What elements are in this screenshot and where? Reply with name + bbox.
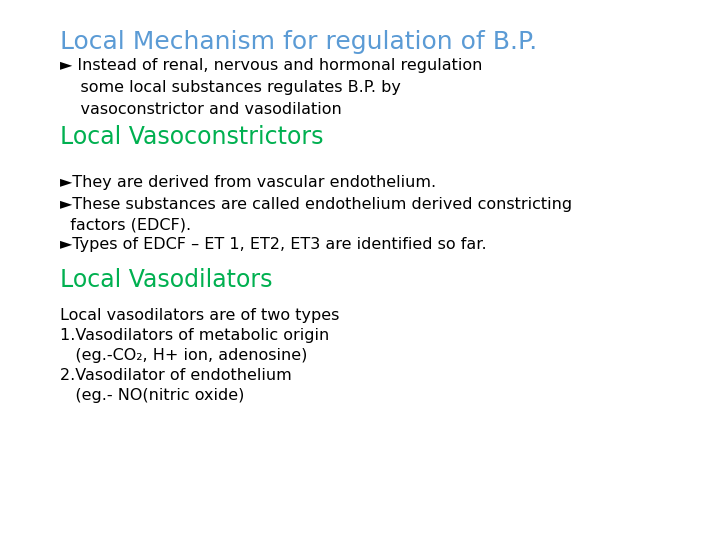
Text: ► Instead of renal, nervous and hormonal regulation: ► Instead of renal, nervous and hormonal… [60, 58, 482, 73]
Text: 1.Vasodilators of metabolic origin: 1.Vasodilators of metabolic origin [60, 328, 329, 343]
Text: some local substances regulates B.P. by: some local substances regulates B.P. by [60, 80, 401, 95]
Text: 2.Vasodilator of endothelium: 2.Vasodilator of endothelium [60, 368, 292, 383]
Text: (eg.-CO₂, H+ ion, adenosine): (eg.-CO₂, H+ ion, adenosine) [60, 348, 307, 363]
Text: (eg.- NO(nitric oxide): (eg.- NO(nitric oxide) [60, 388, 244, 403]
Text: ►Types of EDCF – ET 1, ET2, ET3 are identified so far.: ►Types of EDCF – ET 1, ET2, ET3 are iden… [60, 237, 487, 252]
Text: ►These substances are called endothelium derived constricting: ►These substances are called endothelium… [60, 197, 572, 212]
Text: Local Vasodilators: Local Vasodilators [60, 268, 272, 292]
Text: Local Vasoconstrictors: Local Vasoconstrictors [60, 125, 323, 149]
Text: vasoconstrictor and vasodilation: vasoconstrictor and vasodilation [60, 102, 342, 117]
Text: Local Mechanism for regulation of B.P.: Local Mechanism for regulation of B.P. [60, 30, 537, 54]
Text: Local vasodilators are of two types: Local vasodilators are of two types [60, 308, 339, 323]
Text: ►They are derived from vascular endothelium.: ►They are derived from vascular endothel… [60, 175, 436, 190]
Text: factors (EDCF).: factors (EDCF). [60, 217, 191, 232]
